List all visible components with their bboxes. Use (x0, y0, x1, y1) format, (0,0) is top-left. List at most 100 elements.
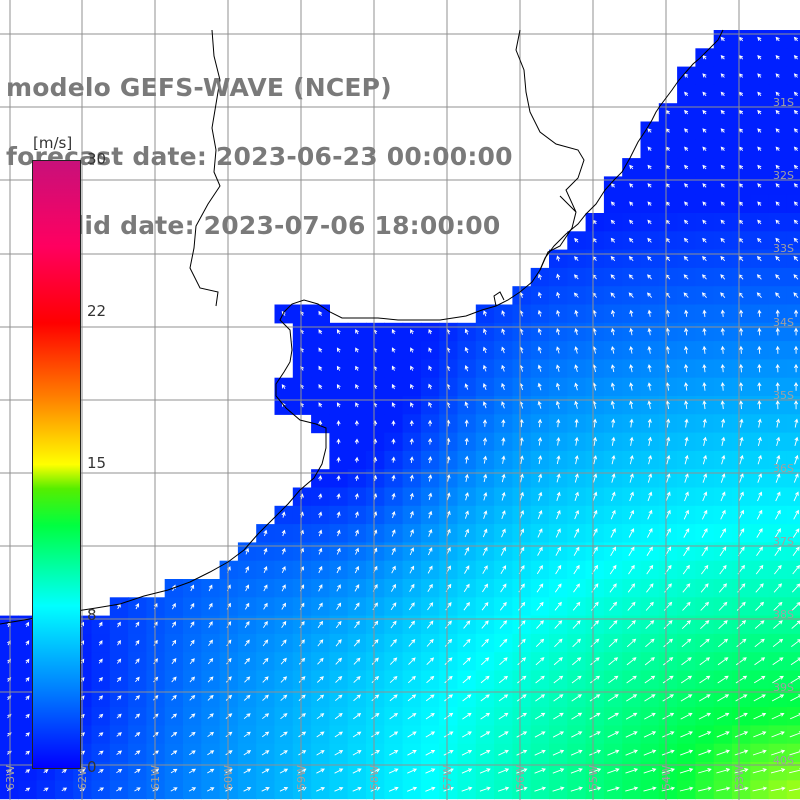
wind-arrow (334, 786, 344, 792)
wind-arrow (391, 511, 396, 519)
wind-arrow (794, 400, 799, 410)
wind-arrow (793, 201, 798, 206)
wind-arrow (757, 436, 762, 447)
wind-arrow (171, 658, 177, 665)
speed-cell (786, 743, 800, 763)
wind-arrow (389, 750, 399, 756)
wind-arrow (98, 676, 103, 682)
wind-arrow (665, 509, 671, 520)
wind-arrow (628, 509, 635, 520)
wind-arrow (501, 455, 506, 464)
wind-arrow (629, 473, 634, 483)
wind-arrow (462, 675, 472, 684)
wind-arrow (647, 128, 652, 133)
wind-arrow (425, 712, 435, 720)
wind-arrow (318, 584, 323, 592)
wind-arrow (428, 419, 433, 427)
wind-arrow (409, 438, 414, 445)
wind-arrow (407, 786, 418, 792)
wind-arrow (628, 292, 634, 298)
wind-arrow (756, 274, 762, 280)
wind-arrow (720, 201, 725, 206)
wind-arrow (318, 420, 323, 426)
wind-arrow (516, 768, 528, 774)
wind-arrow (354, 511, 359, 518)
wind-arrow (684, 91, 689, 97)
wind-arrow (389, 712, 399, 720)
wind-arrow (592, 509, 598, 520)
speed-cell (786, 487, 800, 507)
wind-arrow (720, 219, 725, 225)
wind-arrow (25, 640, 30, 646)
wind-arrow (517, 675, 527, 684)
wind-arrow (721, 418, 726, 428)
wind-arrow (757, 327, 762, 336)
wind-arrow (245, 547, 250, 555)
speed-cell (786, 322, 800, 342)
wind-arrow (262, 676, 269, 683)
speed-cell (786, 560, 800, 580)
wind-arrow (757, 128, 762, 133)
wind-arrow (409, 583, 415, 592)
wind-arrow (680, 712, 693, 720)
wind-arrow (625, 731, 638, 738)
wind-arrow (794, 454, 799, 465)
wind-arrow (483, 328, 487, 335)
wind-arrow (720, 73, 725, 78)
wind-arrow (498, 731, 509, 738)
wind-arrow (683, 546, 690, 557)
wind-arrow (116, 695, 122, 701)
wind-arrow (425, 768, 436, 774)
wind-arrow (665, 345, 670, 354)
wind-arrow (572, 657, 582, 666)
wind-arrow (629, 327, 634, 336)
wind-arrow (556, 346, 561, 354)
longitude-label: 60W (222, 765, 235, 790)
wind-arrow (188, 768, 197, 774)
wind-arrow (371, 657, 379, 665)
wind-arrow (738, 345, 744, 354)
wind-arrow (775, 183, 780, 188)
wind-arrow (629, 345, 634, 354)
wind-arrow (408, 638, 416, 647)
wind-arrow (171, 713, 178, 719)
wind-arrow (574, 400, 579, 409)
wind-arrow (734, 749, 749, 756)
wind-arrow (720, 345, 725, 354)
wind-arrow (720, 292, 726, 298)
wind-arrow (775, 400, 780, 410)
wind-arrow (336, 383, 341, 390)
speed-cell (786, 396, 800, 415)
wind-arrow (684, 473, 689, 483)
longitude-label: 59W (295, 765, 308, 790)
wind-arrow (738, 201, 744, 206)
wind-arrow (280, 639, 287, 647)
wind-arrow (355, 547, 359, 555)
wind-arrow (317, 639, 324, 647)
wind-arrow (643, 749, 657, 756)
wind-arrow (720, 274, 726, 280)
wind-arrow (716, 786, 731, 792)
wind-arrow (757, 454, 762, 465)
wind-arrow (117, 640, 121, 646)
wind-arrow (354, 438, 359, 445)
speed-cell (786, 688, 800, 708)
wind-arrow (134, 731, 141, 737)
wind-arrow (534, 768, 546, 774)
wind-arrow (647, 473, 653, 483)
wind-arrow (479, 786, 491, 792)
wind-arrow (556, 291, 561, 299)
wind-arrow (298, 713, 306, 720)
latitude-label: 35S (773, 389, 794, 402)
wind-arrow (647, 345, 652, 354)
wind-arrow (428, 456, 433, 464)
wind-arrow (318, 329, 323, 335)
wind-arrow (463, 601, 470, 611)
wind-arrow (316, 676, 324, 683)
wind-arrow (680, 749, 694, 756)
wind-arrow (517, 620, 526, 629)
wind-arrow (646, 292, 653, 298)
wind-arrow (556, 491, 561, 501)
wind-arrow (135, 603, 140, 610)
wind-arrow (775, 146, 780, 151)
